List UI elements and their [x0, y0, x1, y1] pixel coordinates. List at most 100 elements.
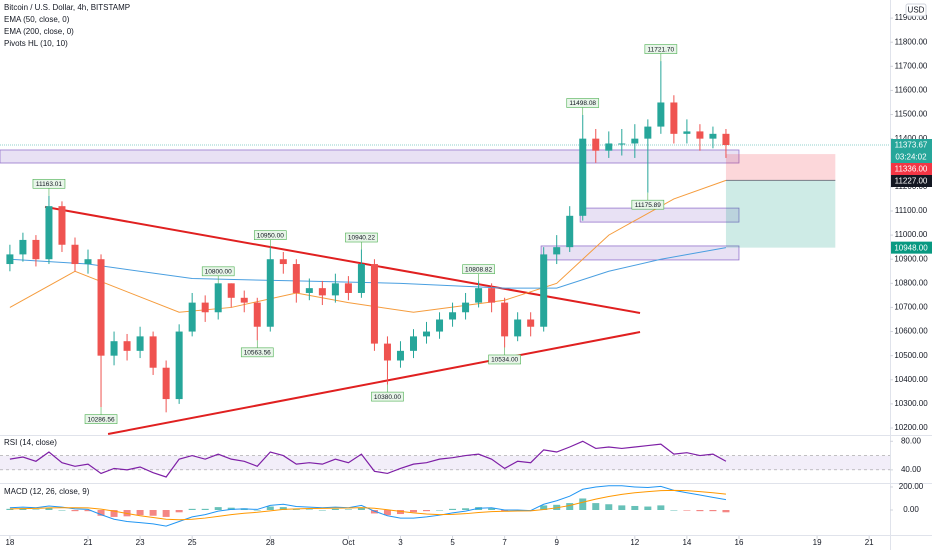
pivot-label: 10380.00	[374, 394, 401, 401]
macd-histogram-bar	[540, 505, 548, 510]
currency-box[interactable]	[905, 3, 927, 17]
candle-body	[631, 138, 639, 144]
macd-histogram-bar	[331, 508, 339, 510]
macd-histogram-bar	[305, 509, 313, 510]
y-tick-label: 10500.00	[894, 351, 928, 360]
macd-histogram-bar	[71, 510, 79, 512]
candle-body	[540, 254, 548, 327]
candle-body	[45, 206, 53, 260]
candle-body	[527, 319, 535, 327]
candle-body	[514, 319, 522, 337]
y-tick-label: 10200.00	[894, 423, 928, 432]
pivot-label: 10534.00	[491, 357, 518, 364]
y-tick-label: 10900.00	[894, 254, 928, 263]
y-tick-label: 200.00	[899, 482, 924, 491]
candle-body	[501, 302, 509, 337]
zone	[0, 149, 740, 164]
candle-body	[84, 259, 92, 265]
x-tick-label: 3	[398, 538, 403, 547]
candle-body	[449, 312, 457, 320]
x-tick-label: 21	[84, 538, 93, 547]
pivot-box	[32, 178, 66, 189]
zone	[579, 207, 740, 223]
macd-histogram-bar	[631, 505, 639, 510]
macd-histogram-bar	[201, 508, 209, 510]
countdown-badge	[891, 150, 932, 163]
pivot-label: 11721.70	[648, 46, 675, 53]
pivot-box	[84, 414, 118, 424]
pivot-box	[566, 98, 600, 108]
currency[interactable]: USD	[908, 6, 925, 15]
y-tick-label: 0.00	[903, 505, 919, 514]
macd-histogram-bar	[605, 504, 613, 510]
x-tick-label: 7	[502, 538, 507, 547]
macd-histogram-bar	[110, 510, 118, 517]
macd-histogram-bar	[644, 506, 652, 510]
macd-histogram-bar	[370, 510, 378, 514]
macd-histogram-bar	[292, 509, 300, 510]
ema-line	[9, 179, 727, 313]
x-tick-label: 25	[188, 538, 197, 547]
candle-body	[670, 102, 678, 134]
pivot-label: 10563.56	[244, 350, 271, 357]
indicator-label: EMA (200, close, 0)	[4, 27, 74, 36]
pivot-label: 11175.89	[635, 202, 662, 209]
macd-histogram-bar	[214, 507, 222, 510]
macd-histogram-bar	[579, 498, 587, 510]
pivot-box	[462, 264, 495, 275]
candle-body	[32, 239, 40, 260]
candle-body	[488, 288, 496, 303]
candle-body	[722, 133, 730, 145]
candle-body	[566, 215, 574, 248]
x-tick-label: 18	[5, 538, 14, 547]
candle-body	[6, 254, 14, 265]
y-tick-label: 10400.00	[894, 375, 928, 384]
candle-body	[162, 367, 170, 400]
ema-line	[9, 247, 727, 289]
candle-body	[227, 283, 235, 298]
candle-body	[696, 131, 704, 139]
macd-histogram-bar	[449, 508, 457, 510]
x-tick-label: 19	[813, 538, 822, 547]
x-tick-label: 16	[735, 538, 744, 547]
candle-body	[240, 297, 248, 303]
candle-body	[605, 143, 613, 151]
y-tick-label: 11500.00	[895, 110, 928, 119]
macd-histogram-bar	[32, 509, 40, 510]
x-tick-label: 5	[450, 538, 455, 547]
pivot-label: 10950.00	[257, 232, 284, 239]
candle-body	[188, 302, 196, 332]
rsi-title: RSI (14, close)	[4, 438, 57, 447]
macd-histogram-bar	[683, 510, 691, 511]
x-tick-label: 14	[682, 538, 691, 547]
macd-histogram-bar	[344, 509, 352, 510]
y-tick-label: 11900.00	[895, 13, 928, 22]
candle-body	[709, 133, 717, 139]
macd-pane	[6, 485, 730, 527]
macd-histogram-bar	[84, 510, 92, 512]
pivot-label: 10800.00	[205, 269, 232, 276]
candle-body	[462, 302, 470, 313]
x-tick-label: 23	[136, 538, 145, 547]
pivot-box	[201, 266, 235, 277]
y-tick-label: 11800.00	[895, 37, 928, 46]
price-badge	[891, 162, 932, 175]
signal-line	[9, 489, 727, 521]
candle-body	[383, 343, 391, 361]
candle-body	[553, 247, 561, 255]
candle-body	[318, 288, 326, 296]
legend: Bitcoin / U.S. Dollar, 4h, BITSTAMP EMA …	[4, 3, 927, 496]
macd-histogram-bar	[6, 508, 14, 510]
macd-histogram-bar	[175, 510, 183, 513]
candle-body	[110, 341, 118, 356]
macd-histogram-bar	[318, 510, 326, 511]
candle-body	[423, 331, 431, 337]
pivot-box	[240, 347, 274, 358]
price-pane: 11163.01 10286.56 10800.00 10563.56 10950.00…	[0, 44, 890, 435]
candle-body	[71, 244, 79, 265]
macd-title: MACD (12, 26, close, 9)	[4, 487, 90, 496]
x-tick-label: 28	[266, 538, 275, 547]
y-tick-label: 11600.00	[895, 86, 928, 95]
y-tick-label: 40.00	[901, 465, 922, 474]
